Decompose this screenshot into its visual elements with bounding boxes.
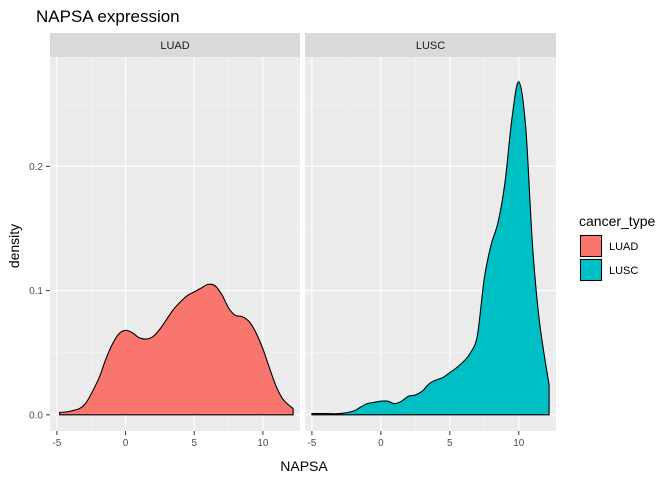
facet-strip [50, 33, 300, 57]
legend-title: cancer_type [579, 213, 655, 229]
chart-title: NAPSA expression [36, 7, 180, 26]
legend-entry-lusc: LUSC [579, 258, 638, 282]
density-area-lusc [311, 81, 550, 416]
y-tick-label: 0.2 [29, 162, 43, 173]
legend-key-swatch [580, 259, 602, 281]
legend-label: LUSC [609, 265, 638, 277]
x-tick-label: 0 [123, 438, 129, 449]
facet-strip-label: LUAD [160, 40, 189, 52]
x-tick-label: 5 [191, 438, 197, 449]
density-area-luad [59, 283, 294, 416]
x-tick-label: -5 [307, 438, 316, 449]
facet-panels: LUAD -5 0 5 10 0.0 0.1 0.2 LUSC -5 0 5 10 [29, 33, 556, 449]
legend-keys: LUAD LUSC [579, 234, 638, 282]
x-tick-label: 0 [378, 438, 384, 449]
facet-panel-lusc: LUSC -5 0 5 10 [305, 33, 556, 449]
x-tick-label: 5 [447, 438, 453, 449]
x-tick-label: -5 [52, 438, 61, 449]
legend-label: LUAD [609, 241, 638, 253]
y-tick-label: 0.0 [29, 410, 43, 421]
facet-strip [305, 33, 556, 57]
legend: cancer_type LUAD LUSC [579, 213, 655, 282]
y-tick-label: 0.1 [29, 286, 43, 297]
legend-key-swatch [580, 235, 602, 257]
y-axis-title: density [6, 224, 22, 268]
x-tick-label: 10 [513, 438, 525, 449]
legend-entry-luad: LUAD [579, 234, 638, 258]
x-tick-label: 10 [257, 438, 269, 449]
x-axis-title: NAPSA [280, 458, 328, 474]
facet-panel-luad: LUAD -5 0 5 10 0.0 0.1 0.2 [29, 33, 300, 449]
facet-strip-label: LUSC [416, 40, 445, 52]
